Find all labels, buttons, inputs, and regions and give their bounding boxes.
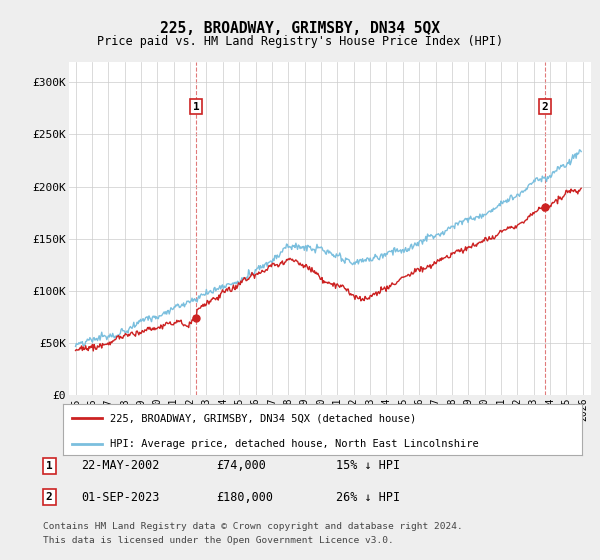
Text: 22-MAY-2002: 22-MAY-2002 bbox=[81, 459, 160, 473]
Text: £180,000: £180,000 bbox=[216, 491, 273, 504]
Text: 1: 1 bbox=[46, 461, 53, 471]
Text: Contains HM Land Registry data © Crown copyright and database right 2024.: Contains HM Land Registry data © Crown c… bbox=[43, 522, 463, 531]
Text: 2: 2 bbox=[541, 101, 548, 111]
Text: 225, BROADWAY, GRIMSBY, DN34 5QX: 225, BROADWAY, GRIMSBY, DN34 5QX bbox=[160, 21, 440, 36]
Text: 1: 1 bbox=[193, 101, 200, 111]
Text: £74,000: £74,000 bbox=[216, 459, 266, 473]
Text: 225, BROADWAY, GRIMSBY, DN34 5QX (detached house): 225, BROADWAY, GRIMSBY, DN34 5QX (detach… bbox=[110, 413, 416, 423]
Text: HPI: Average price, detached house, North East Lincolnshire: HPI: Average price, detached house, Nort… bbox=[110, 438, 478, 449]
Text: 26% ↓ HPI: 26% ↓ HPI bbox=[336, 491, 400, 504]
Text: 2: 2 bbox=[46, 492, 53, 502]
Text: 01-SEP-2023: 01-SEP-2023 bbox=[81, 491, 160, 504]
Text: This data is licensed under the Open Government Licence v3.0.: This data is licensed under the Open Gov… bbox=[43, 536, 394, 545]
Text: 15% ↓ HPI: 15% ↓ HPI bbox=[336, 459, 400, 473]
Text: Price paid vs. HM Land Registry's House Price Index (HPI): Price paid vs. HM Land Registry's House … bbox=[97, 35, 503, 48]
